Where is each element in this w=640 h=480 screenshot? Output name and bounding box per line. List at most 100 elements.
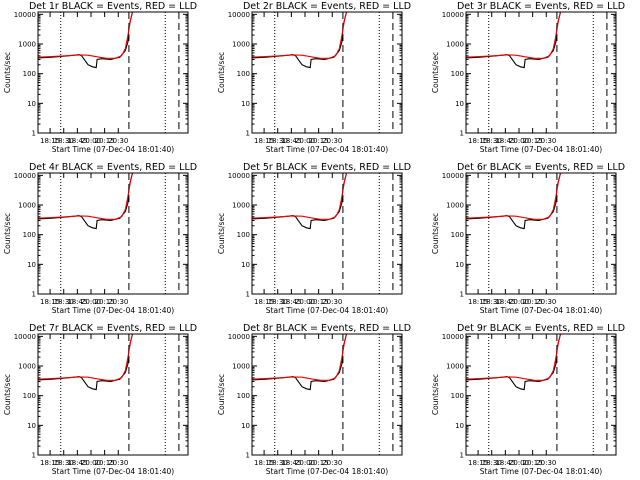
series-line-events	[466, 334, 562, 391]
x-tick-label: 18:30	[482, 137, 502, 145]
y-tick-label: 1000	[232, 363, 250, 371]
y-tick-label: 1000	[18, 363, 36, 371]
x-axis-label: Start Time (07-Dec-04 18:01:40)	[480, 467, 602, 476]
y-axis-label: Counts/sec	[431, 52, 440, 93]
panel-title: Det 3r BLACK = Events, RED = LLD	[457, 1, 625, 12]
x-tick-label: 20:15	[309, 137, 329, 145]
y-axis-label: Counts/sec	[217, 213, 226, 254]
y-tick-label: 10000	[442, 11, 464, 19]
panel-3: Det 3r BLACK = Events, RED = LLD 1 10 100 10…	[431, 1, 625, 154]
plot-frame	[465, 333, 617, 456]
y-tick-label: 1	[32, 452, 36, 460]
x-axis-label: Start Time (07-Dec-04 18:01:40)	[52, 467, 174, 476]
y-tick-label: 10	[27, 100, 36, 108]
series-line-lld	[252, 334, 348, 381]
panel-title: Det 8r BLACK = Events, RED = LLD	[243, 323, 411, 334]
y-tick-label: 100	[451, 231, 464, 239]
x-tick-label: 18:15	[40, 137, 60, 145]
y-axis-label: Counts/sec	[3, 52, 12, 93]
x-tick-label: 20:00	[81, 298, 101, 306]
panel-title: Det 6r BLACK = Events, RED = LLD	[457, 162, 625, 173]
series-line-events	[252, 12, 348, 69]
x-axis-label: Start Time (07-Dec-04 18:01:40)	[266, 145, 388, 154]
x-tick-label: 18:15	[254, 137, 274, 145]
plot-frame	[251, 333, 403, 456]
x-tick-label: 20:00	[295, 298, 315, 306]
series-line-events	[252, 334, 348, 391]
y-tick-label: 10000	[228, 333, 250, 341]
y-axis-label: Counts/sec	[3, 213, 12, 254]
y-tick-label: 10000	[228, 11, 250, 19]
x-tick-label: 20:15	[523, 459, 543, 467]
panel-7: Det 7r BLACK = Events, RED = LLD 1 10 100 10…	[3, 323, 197, 476]
y-tick-label: 10000	[228, 172, 250, 180]
series-line-lld	[252, 173, 348, 220]
x-tick-label: 20:30	[322, 298, 342, 306]
x-tick-label: 20:30	[322, 137, 342, 145]
y-tick-label: 100	[451, 392, 464, 400]
x-tick-label: 20:15	[523, 137, 543, 145]
series-line-lld	[252, 12, 348, 59]
x-tick-label: 20:00	[509, 298, 529, 306]
y-tick-label: 1	[246, 291, 250, 299]
x-tick-label: 18:15	[254, 459, 274, 467]
y-axis-label: Counts/sec	[217, 52, 226, 93]
x-tick-label: 18:15	[468, 459, 488, 467]
panel-title: Det 1r BLACK = Events, RED = LLD	[29, 1, 197, 12]
series-line-lld	[466, 173, 562, 220]
x-axis-label: Start Time (07-Dec-04 18:01:40)	[266, 306, 388, 315]
y-tick-label: 1	[246, 130, 250, 138]
panel-4: Det 4r BLACK = Events, RED = LLD 1 10 100 10…	[3, 162, 197, 315]
x-axis-label: Start Time (07-Dec-04 18:01:40)	[52, 306, 174, 315]
x-tick-label: 20:30	[108, 298, 128, 306]
y-tick-label: 10	[27, 261, 36, 269]
y-tick-label: 100	[237, 70, 250, 78]
panel-title: Det 5r BLACK = Events, RED = LLD	[243, 162, 411, 173]
series-line-lld	[466, 334, 562, 381]
x-tick-label: 20:00	[509, 459, 529, 467]
y-tick-label: 100	[451, 70, 464, 78]
x-tick-label: 18:30	[54, 459, 74, 467]
x-tick-label: 18:15	[254, 298, 274, 306]
plot-frame	[251, 11, 403, 134]
panel-8: Det 8r BLACK = Events, RED = LLD 1 10 100 10…	[217, 323, 411, 476]
panel-title: Det 7r BLACK = Events, RED = LLD	[29, 323, 197, 334]
y-tick-label: 1000	[232, 41, 250, 49]
series-line-lld	[38, 12, 134, 59]
y-tick-label: 10	[241, 261, 250, 269]
y-tick-label: 10000	[14, 11, 36, 19]
x-axis-label: Start Time (07-Dec-04 18:01:40)	[266, 467, 388, 476]
y-tick-label: 1	[246, 452, 250, 460]
x-tick-label: 20:15	[95, 459, 115, 467]
x-tick-label: 20:00	[81, 459, 101, 467]
x-tick-label: 18:30	[268, 298, 288, 306]
x-tick-label: 20:15	[309, 459, 329, 467]
series-line-events	[38, 12, 134, 69]
plot-frame	[37, 333, 189, 456]
y-tick-label: 10	[455, 261, 464, 269]
x-tick-label: 18:15	[40, 459, 60, 467]
panel-1: Det 1r BLACK = Events, RED = LLD 1 10 100 10…	[3, 1, 197, 154]
x-tick-label: 20:30	[108, 459, 128, 467]
x-tick-label: 18:45	[495, 137, 515, 145]
x-tick-label: 20:15	[95, 298, 115, 306]
series-line-events	[466, 173, 562, 230]
series-line-lld	[38, 173, 134, 220]
y-tick-label: 10000	[442, 172, 464, 180]
x-tick-label: 20:00	[295, 137, 315, 145]
series-line-events	[252, 173, 348, 230]
x-tick-label: 18:45	[495, 459, 515, 467]
y-tick-label: 10000	[14, 172, 36, 180]
plot-frame	[37, 11, 189, 134]
x-tick-label: 18:45	[281, 137, 301, 145]
panel-title: Det 4r BLACK = Events, RED = LLD	[29, 162, 197, 173]
x-tick-label: 18:30	[54, 137, 74, 145]
x-tick-label: 18:45	[281, 459, 301, 467]
y-tick-label: 1	[32, 291, 36, 299]
y-axis-label: Counts/sec	[3, 374, 12, 415]
x-tick-label: 20:15	[523, 298, 543, 306]
y-tick-label: 100	[237, 231, 250, 239]
x-tick-label: 20:00	[295, 459, 315, 467]
x-tick-label: 18:45	[67, 459, 87, 467]
